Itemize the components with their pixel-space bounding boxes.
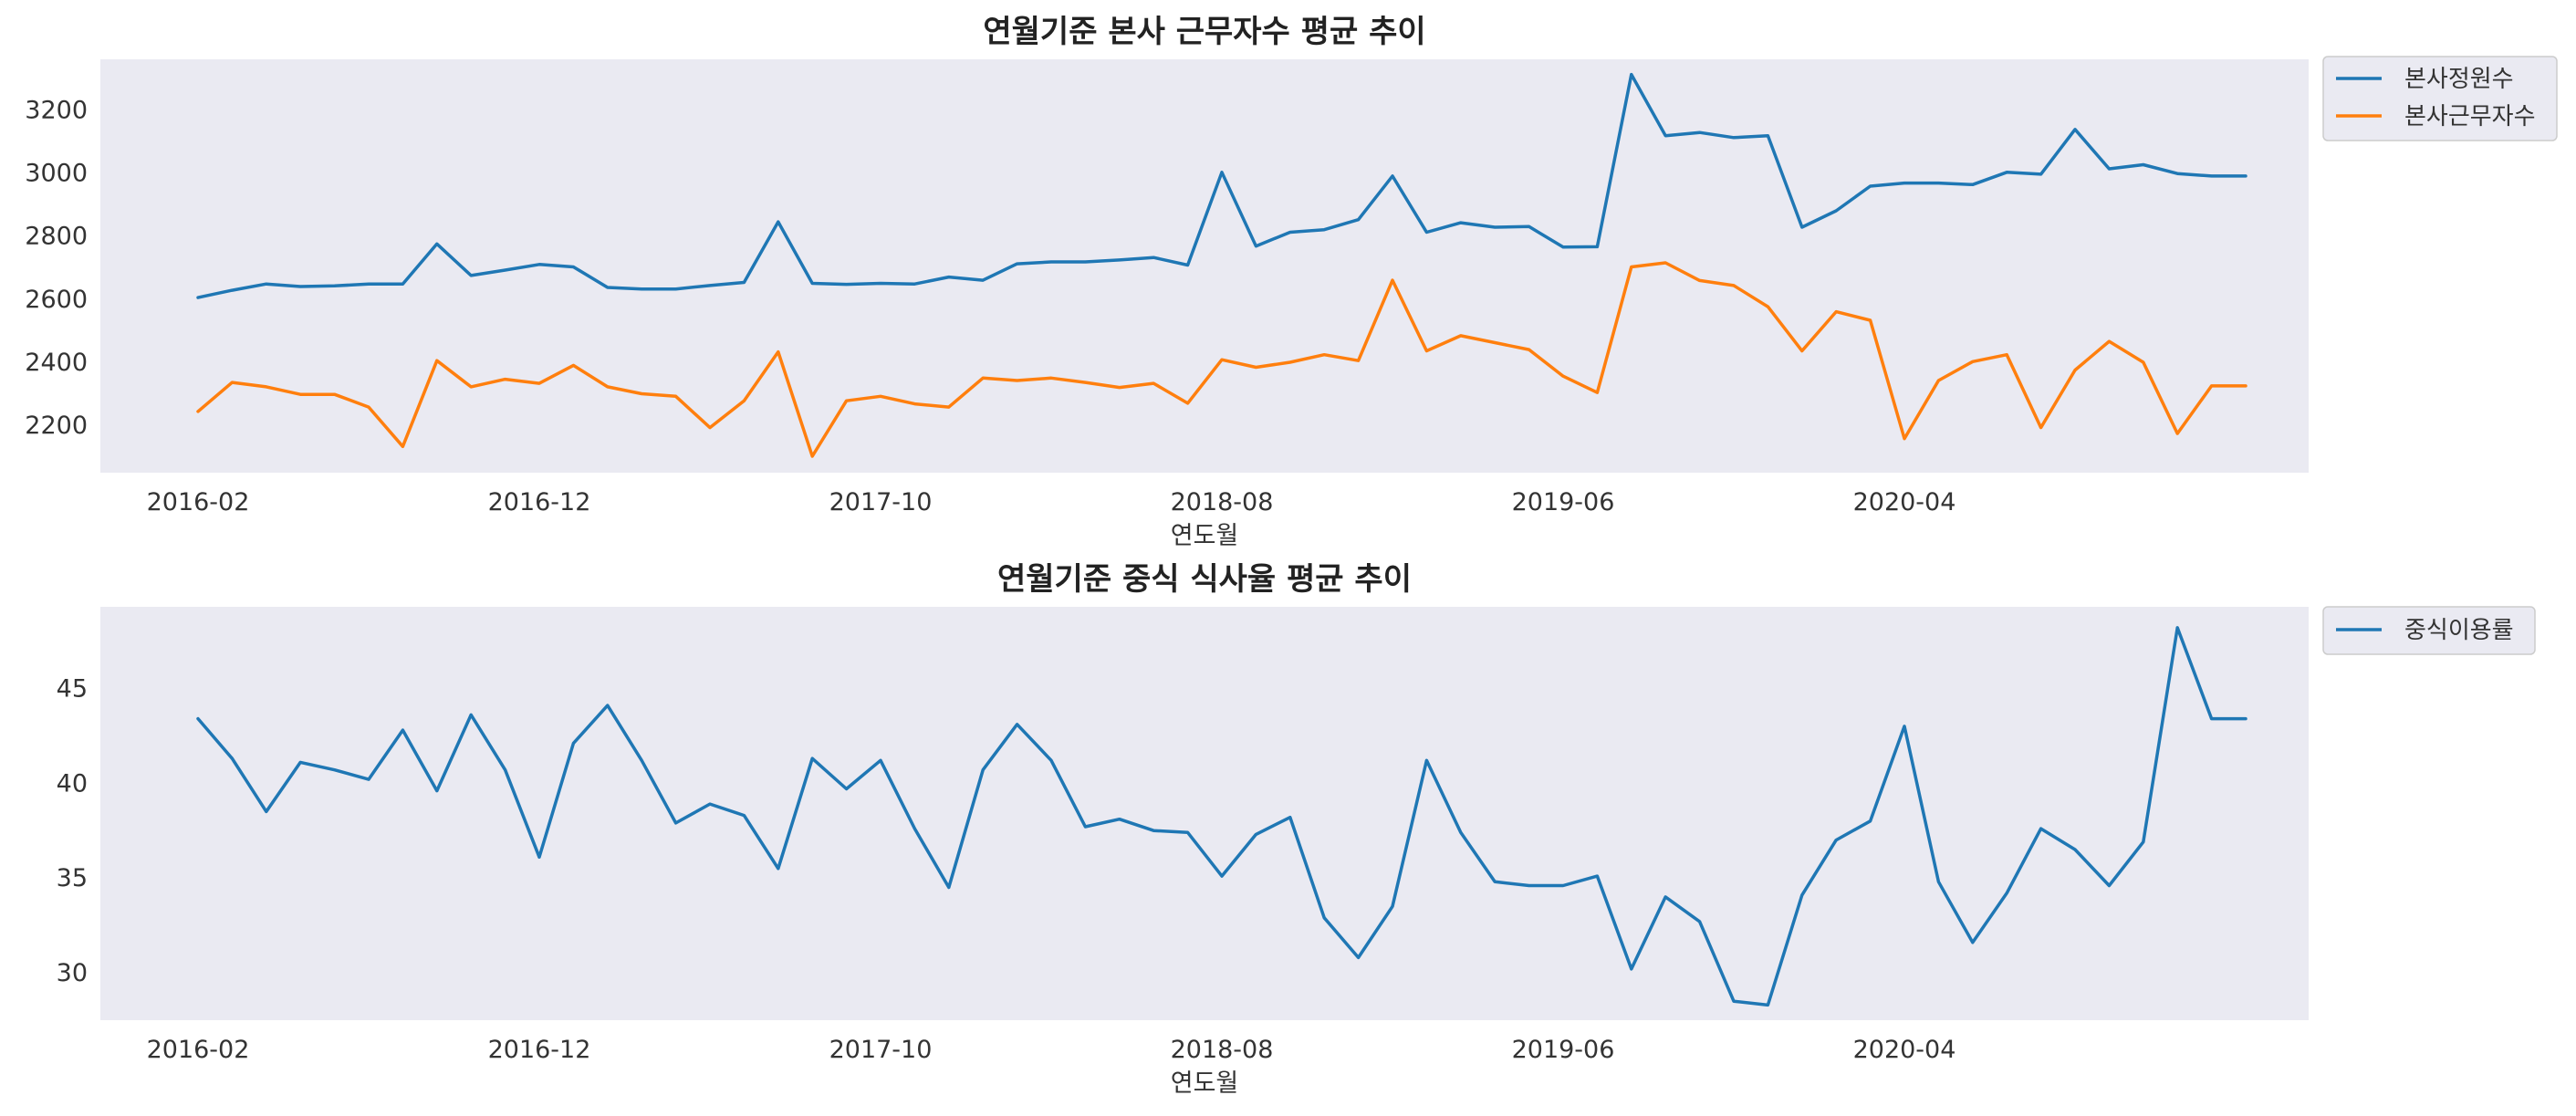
chart-2-y-tick-label: 30 xyxy=(57,959,88,987)
chart-1-y-tick-label: 2200 xyxy=(25,412,88,440)
chart-1-x-tick-label: 2016-02 xyxy=(147,488,250,516)
chart-2-y-tick-label: 35 xyxy=(57,864,88,892)
chart-2-legend-label-1: 중식이용률 xyxy=(2404,617,2514,644)
chart-2-legend: 중식이용률 xyxy=(2323,607,2535,654)
chart-1-y-ticks: 2200 2400 2600 2800 3000 3200 xyxy=(25,96,88,440)
chart-1-x-tick-label: 2018-08 xyxy=(1171,488,1274,516)
chart-1-y-tick-label: 2800 xyxy=(25,223,88,251)
chart-1-title: 연월기준 본사 근무자수 평균 추이 xyxy=(983,14,1425,50)
chart-1-legend: 본사정원수 본사근무자수 xyxy=(2323,57,2557,141)
chart-1-x-tick-label: 2020-04 xyxy=(1853,488,1956,516)
chart-2: 연월기준 중식 식사율 평균 추이 30 35 40 45 2016-02 2016-1… xyxy=(57,561,2535,1098)
chart-1-legend-label-2: 본사근무자수 xyxy=(2404,103,2536,130)
chart-2-x-tick-label: 2016-12 xyxy=(488,1036,591,1064)
chart-1-plot-area xyxy=(100,59,2309,473)
chart-1-legend-label-1: 본사정원수 xyxy=(2404,66,2514,93)
chart-2-x-axis-label: 연도월 xyxy=(1171,1069,1239,1098)
chart-2-y-tick-label: 45 xyxy=(57,674,88,703)
chart-1-y-tick-label: 3000 xyxy=(25,160,88,188)
chart-2-x-tick-label: 2018-08 xyxy=(1171,1036,1274,1064)
chart-2-plot-area xyxy=(100,607,2309,1020)
chart-1-x-ticks: 2016-02 2016-12 2017-10 2018-08 2019-06 2020-… xyxy=(147,488,1956,516)
chart-2-x-tick-label: 2020-04 xyxy=(1853,1036,1956,1064)
chart-2-x-tick-label: 2016-02 xyxy=(147,1036,250,1064)
chart-1-y-tick-label: 2600 xyxy=(25,286,88,314)
chart-1-x-axis-label: 연도월 xyxy=(1171,522,1239,550)
chart-1-y-tick-label: 2400 xyxy=(25,349,88,377)
chart-1-x-tick-label: 2017-10 xyxy=(829,488,933,516)
chart-2-x-tick-label: 2019-06 xyxy=(1512,1036,1615,1064)
chart-2-y-tick-label: 40 xyxy=(57,769,88,798)
chart-1-x-tick-label: 2016-12 xyxy=(488,488,591,516)
chart-1-y-tick-label: 3200 xyxy=(25,96,88,124)
chart-1: 연월기준 본사 근무자수 평균 추이 2200 2400 2600 2800 3000 3… xyxy=(25,14,2557,550)
chart-2-title: 연월기준 중식 식사율 평균 추이 xyxy=(997,561,1412,598)
chart-2-x-ticks: 2016-02 2016-12 2017-10 2018-08 2019-06 2020-… xyxy=(147,1036,1956,1064)
chart-1-x-tick-label: 2019-06 xyxy=(1512,488,1615,516)
chart-2-x-tick-label: 2017-10 xyxy=(829,1036,933,1064)
chart-2-y-ticks: 30 35 40 45 xyxy=(57,674,88,987)
